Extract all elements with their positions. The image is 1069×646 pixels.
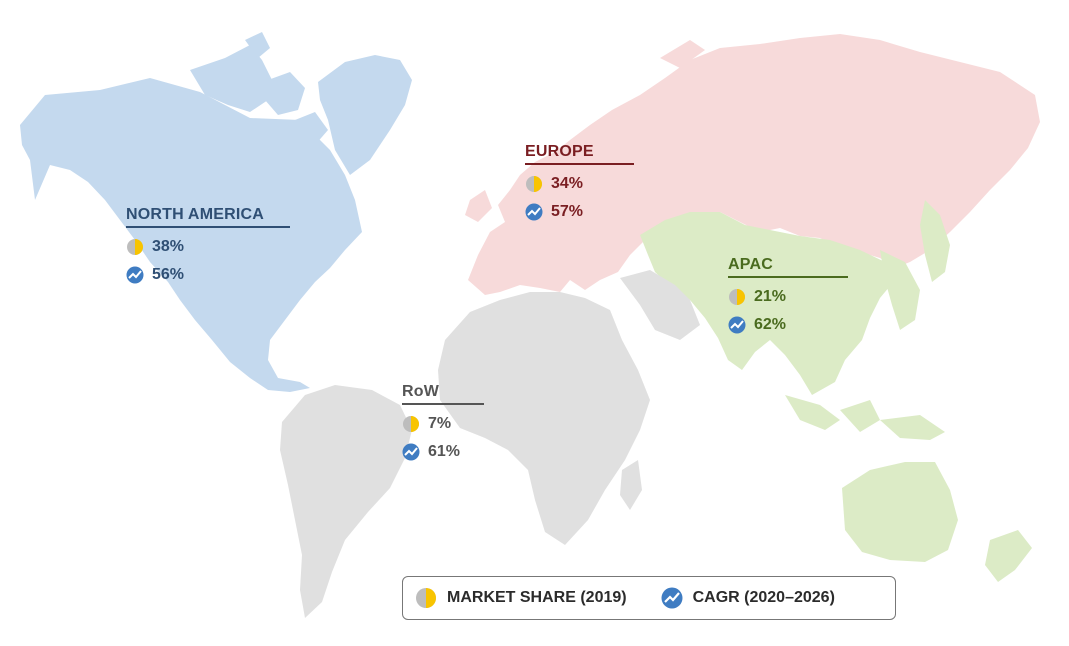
north-america-cagr: 56% bbox=[126, 266, 290, 284]
europe-cagr: 57% bbox=[525, 203, 634, 221]
legend-market-share: MARKET SHARE (2019) bbox=[415, 587, 627, 609]
north-america-market-share: 38% bbox=[126, 238, 290, 256]
europe-landmass bbox=[465, 34, 1040, 295]
row-cagr-value: 61% bbox=[428, 443, 461, 460]
trend-line-icon bbox=[661, 587, 683, 609]
region-apac: APAC 21% 62% bbox=[728, 256, 848, 334]
apac-market-share-value: 21% bbox=[754, 288, 787, 305]
region-row: RoW 7% 61% bbox=[402, 383, 485, 461]
region-europe: EUROPE 34% 57% bbox=[525, 143, 634, 221]
europe-market-share: 34% bbox=[525, 175, 634, 193]
half-pie-icon bbox=[729, 289, 745, 305]
apac-landmass bbox=[640, 200, 1032, 582]
rest-of-world-landmass bbox=[280, 270, 700, 618]
row-cagr: 61% bbox=[402, 443, 484, 461]
europe-cagr-value: 57% bbox=[551, 203, 584, 220]
row-title: RoW bbox=[402, 383, 485, 405]
half-pie-icon bbox=[127, 239, 143, 255]
legend-cagr-label: CAGR (2020–2026) bbox=[692, 589, 835, 606]
apac-cagr-value: 62% bbox=[754, 316, 787, 333]
north-america-landmass bbox=[20, 32, 412, 392]
apac-cagr: 62% bbox=[728, 316, 848, 334]
trend-line-icon bbox=[728, 316, 746, 334]
apac-title: APAC bbox=[728, 256, 848, 278]
row-market-share: 7% bbox=[402, 415, 484, 433]
north-america-market-share-value: 38% bbox=[152, 238, 185, 255]
trend-line-icon bbox=[525, 203, 543, 221]
row-market-share-value: 7% bbox=[428, 415, 452, 432]
trend-line-icon bbox=[402, 443, 420, 461]
europe-title: EUROPE bbox=[525, 143, 634, 165]
legend: MARKET SHARE (2019) CAGR (2020–2026) bbox=[402, 576, 896, 620]
legend-cagr: CAGR (2020–2026) bbox=[661, 587, 835, 609]
region-north-america: NORTH AMERICA 38% 56% bbox=[126, 206, 290, 284]
half-pie-icon bbox=[526, 176, 542, 192]
apac-market-share: 21% bbox=[728, 288, 848, 306]
europe-market-share-value: 34% bbox=[551, 175, 584, 192]
trend-line-icon bbox=[126, 266, 144, 284]
north-america-cagr-value: 56% bbox=[152, 266, 185, 283]
legend-market-share-label: MARKET SHARE (2019) bbox=[447, 589, 627, 606]
half-pie-icon bbox=[416, 588, 436, 608]
half-pie-icon bbox=[403, 416, 419, 432]
north-america-title: NORTH AMERICA bbox=[126, 206, 290, 228]
